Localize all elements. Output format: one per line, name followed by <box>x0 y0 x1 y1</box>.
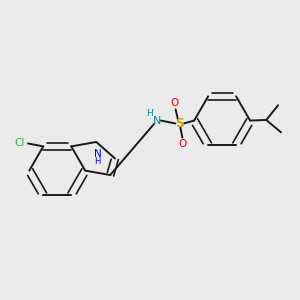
Text: S: S <box>175 117 184 130</box>
Text: N: N <box>153 116 161 126</box>
Text: O: O <box>170 98 178 109</box>
Text: N: N <box>94 149 102 159</box>
Text: Cl: Cl <box>14 138 24 148</box>
Text: H: H <box>94 157 101 166</box>
Text: H: H <box>146 109 152 118</box>
Text: O: O <box>178 139 187 148</box>
